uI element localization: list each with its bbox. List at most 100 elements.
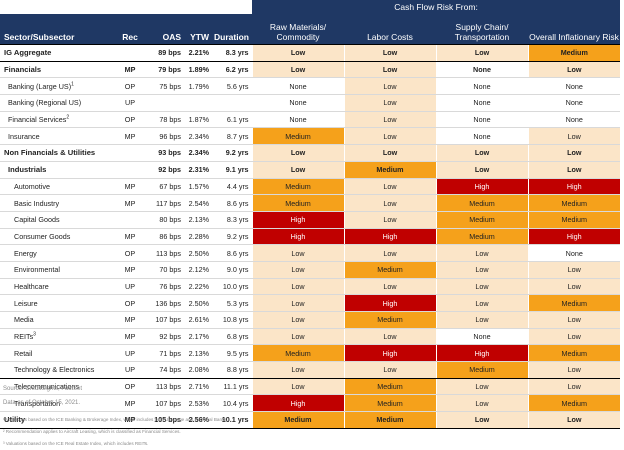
col-header-raw-materials: Raw Materials/ Commodity (269, 22, 327, 42)
footnote-marker: 2 (66, 114, 70, 121)
risk-cell-supply-chain: None (435, 94, 528, 112)
sector-name: Banking (Large US)1 (0, 77, 116, 96)
rec-cell: UP (116, 94, 144, 112)
oas-cell: 70 bps (144, 261, 184, 279)
risk-cell-overall: Low (527, 144, 621, 162)
date-note: Data as of October 15, 2021. (3, 400, 81, 406)
risk-cell-labor-costs: Low (343, 361, 436, 379)
risk-cell-supply-chain: Low (435, 244, 528, 262)
table-row: Healthcare UP 76 bps 2.22% 10.0 yrs Low Low Low… (0, 278, 621, 296)
col-header-duration: Duration (214, 32, 249, 42)
sector-label: Technology & Electronics (14, 365, 95, 375)
risk-cell-supply-chain: Medium (435, 211, 528, 229)
risk-cell-overall: Low (527, 328, 621, 346)
ytw-cell: 2.12% (184, 261, 212, 279)
risk-cell-supply-chain: Low (435, 161, 528, 179)
sector-label: Industrials (8, 165, 47, 175)
duration-cell: 8.7 yrs (212, 127, 252, 146)
risk-cell-overall: Low (527, 311, 621, 329)
duration-cell: 5.3 yrs (212, 294, 252, 312)
duration-cell: 9.2 yrs (212, 144, 252, 162)
sector-name: Leisure (0, 294, 116, 312)
rec-cell (116, 144, 144, 162)
risk-cell-labor-costs: Low (343, 77, 436, 96)
sector-name: Insurance (0, 127, 116, 146)
sector-label: Healthcare (14, 281, 49, 291)
ytw-cell: 2.08% (184, 361, 212, 379)
table-row: Insurance MP 96 bps 2.34% 8.7 yrs Medium Low No… (0, 127, 621, 146)
risk-cell-labor-costs: High (343, 228, 436, 246)
risk-cell-raw-materials: Low (251, 244, 344, 262)
risk-cell-supply-chain: Low (435, 261, 528, 279)
risk-cell-labor-costs: Low (343, 211, 436, 229)
sector-label: Non Financials & Utilities (4, 148, 96, 158)
risk-cell-overall: Low (527, 61, 621, 79)
table-row: Environmental MP 70 bps 2.12% 9.0 yrs Low Medi… (0, 261, 621, 279)
sector-name: Healthcare (0, 278, 116, 296)
table-row: Non Financials & Utilities 93 bps 2.34% 9.2… (0, 144, 621, 162)
ytw-cell: 2.13% (184, 211, 212, 229)
sector-label: Leisure (14, 298, 38, 308)
ytw-cell (184, 94, 212, 112)
risk-cell-labor-costs: Medium (343, 161, 436, 179)
rec-cell: MP (116, 194, 144, 212)
risk-cell-overall: Low (527, 127, 621, 146)
duration-cell: 6.8 yrs (212, 328, 252, 346)
rec-cell: UP (116, 278, 144, 296)
risk-cell-raw-materials: None (251, 94, 344, 112)
sector-name: Consumer Goods (0, 228, 116, 246)
sector-name: Telecommunications (0, 378, 116, 396)
table-row: Basic Industry MP 117 bps 2.54% 8.6 yrs Mediu… (0, 194, 621, 212)
sector-label: Utility (4, 415, 26, 425)
sector-label: Transportation (14, 398, 61, 408)
risk-cell-raw-materials: Medium (251, 411, 344, 429)
duration-cell: 4.4 yrs (212, 178, 252, 196)
table-row: Transportation MP 107 bps 2.53% 10.4 yrs High… (0, 394, 621, 413)
risk-cell-overall: Medium (527, 394, 621, 413)
rec-cell: MP (116, 127, 144, 146)
table-row: Capital Goods 80 bps 2.13% 8.3 yrs High Low Me… (0, 211, 621, 229)
oas-cell: 71 bps (144, 344, 184, 363)
sector-label: Retail (14, 348, 33, 358)
table-row: Consumer Goods MP 86 bps 2.28% 9.2 yrs High Hi… (0, 228, 621, 246)
footnote-marker: 1 (71, 81, 74, 88)
ytw-cell: 2.54% (184, 194, 212, 212)
risk-cell-raw-materials: None (251, 111, 344, 129)
risk-cell-labor-costs: Medium (343, 311, 436, 329)
risk-cell-supply-chain: Low (435, 294, 528, 312)
duration-cell: 6.2 yrs (212, 61, 252, 79)
risk-cell-raw-materials: Low (251, 328, 344, 346)
sector-label: Financials (4, 65, 42, 75)
table-row: Banking (Regional US) UP None Low None None (0, 94, 621, 112)
sector-name: IG Aggregate (0, 44, 116, 62)
risk-cell-labor-costs: Low (343, 328, 436, 346)
risk-cell-supply-chain: High (435, 344, 528, 363)
sector-label: Capital Goods (14, 215, 60, 225)
risk-cell-raw-materials: Low (251, 144, 344, 162)
risk-cell-supply-chain: High (435, 178, 528, 196)
footnote-3: ³ Valuations based on the ICE Real Estat… (3, 441, 149, 446)
risk-cell-overall: Medium (527, 194, 621, 212)
ytw-cell: 2.53% (184, 394, 212, 413)
col-header-ytw: YTW (190, 32, 209, 42)
table-row: Telecommunications OP 113 bps 2.71% 11.1 yrs… (0, 378, 621, 396)
risk-cell-raw-materials: Low (251, 44, 344, 62)
risk-cell-raw-materials: Low (251, 61, 344, 79)
sector-label: Banking (Large US) (8, 81, 72, 91)
ytw-cell: 2.13% (184, 344, 212, 363)
oas-cell: 136 bps (144, 294, 184, 312)
risk-cell-raw-materials: Low (251, 294, 344, 312)
sector-name: Automotive (0, 178, 116, 196)
ytw-cell: 2.56% (184, 411, 212, 429)
sector-name: Utility (0, 411, 116, 429)
col-header-rec: Rec (122, 32, 138, 42)
footnote-1: ¹ Valuations based on the ICE Banking & … (3, 417, 228, 422)
table-row: Automotive MP 67 bps 1.57% 4.4 yrs Medium Low H… (0, 178, 621, 196)
table-row: Technology & Electronics UP 74 bps 2.08% 8.8… (0, 361, 621, 379)
risk-cell-labor-costs: High (343, 294, 436, 312)
duration-cell: 10.1 yrs (212, 411, 252, 429)
ytw-cell: 1.89% (184, 61, 212, 79)
source-note: Source: CreditSights, FactSet (3, 386, 83, 392)
rec-cell: UP (116, 344, 144, 363)
sector-name: Energy (0, 244, 116, 262)
